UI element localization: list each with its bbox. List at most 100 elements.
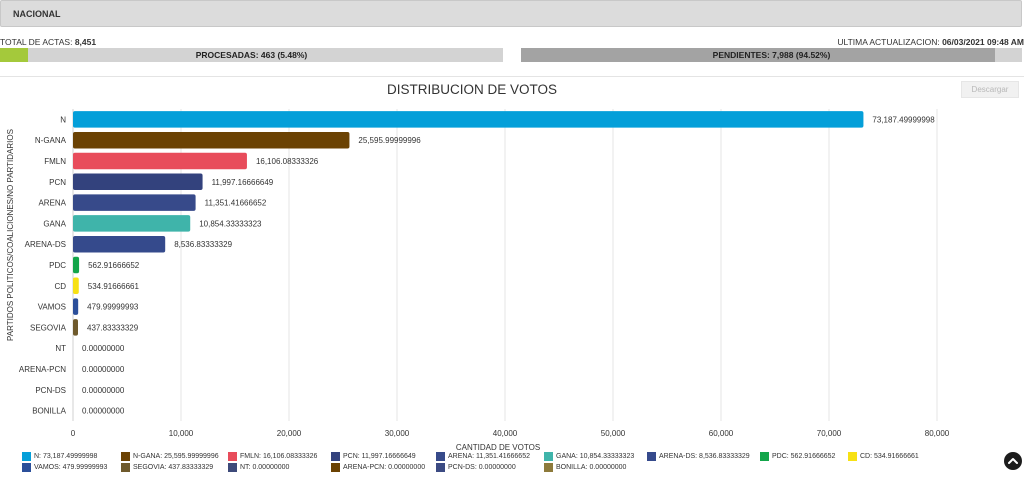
legend-swatch	[544, 463, 553, 472]
legend-swatch	[228, 452, 237, 461]
legend-label: PCN: 11,997.16666649	[343, 453, 416, 460]
data-label: 8,536.83333329	[174, 240, 232, 249]
last-update: ULTIMA ACTUALIZACION: 06/03/2021 09:48 A…	[837, 37, 1024, 47]
legend-swatch	[544, 452, 553, 461]
legend-label: VAMOS: 479.99999993	[34, 464, 108, 471]
legend-label: GANA: 10,854.33333323	[556, 453, 635, 460]
y-tick-label: NT	[55, 344, 66, 353]
chevron-up-icon	[1008, 458, 1018, 464]
y-tick-label: ARENA-PCN	[19, 365, 66, 374]
bar	[73, 215, 191, 232]
chart-legend: N: 73,187.49999998 N-GANA: 25,595.9999999…	[22, 452, 982, 476]
x-axis-label: CANTIDAD DE VOTOS	[456, 443, 540, 452]
data-label: 16,106.08333326	[256, 157, 319, 166]
y-tick-label: BONILLA	[32, 407, 66, 416]
y-tick-label: N	[60, 115, 66, 124]
data-label: 437.83333329	[87, 323, 139, 332]
y-tick-label: CD	[54, 282, 66, 291]
y-tick-label: VAMOS	[38, 303, 66, 312]
legend-swatch	[121, 463, 130, 472]
legend-swatch	[436, 463, 445, 472]
legend-swatch	[331, 463, 340, 472]
legend-label: N: 73,187.49999998	[34, 453, 98, 460]
legend-label: PDC: 562.91666652	[772, 453, 836, 460]
bar	[73, 319, 78, 336]
total-actas-value: 8,451	[74, 37, 97, 47]
x-tick-label: 10,000	[169, 429, 194, 438]
data-label: 73,187.49999998	[872, 115, 935, 124]
y-tick-label: PCN	[49, 178, 66, 187]
x-tick-label: 60,000	[709, 429, 734, 438]
last-update-value: 06/03/2021 09:48 AM	[942, 37, 1024, 47]
bar	[73, 235, 166, 253]
x-tick-label: 20,000	[277, 429, 302, 438]
data-label: 0.00000000	[82, 407, 125, 416]
procesadas-progress-fill	[0, 48, 28, 62]
scroll-to-top-button[interactable]	[1004, 452, 1022, 470]
y-tick-label: ARENA-DS	[25, 240, 66, 249]
data-label: 0.00000000	[82, 386, 125, 395]
bar	[73, 152, 247, 170]
bar	[73, 298, 79, 315]
legend-label: ARENA-PCN: 0.00000000	[343, 464, 426, 471]
legend-swatch	[22, 463, 31, 472]
legend-label: NT: 0.00000000	[240, 464, 290, 471]
x-tick-label: 70,000	[817, 429, 842, 438]
bar	[73, 256, 80, 274]
region-header: NACIONAL	[0, 0, 1022, 27]
legend-label: BONILLA: 0.00000000	[556, 464, 627, 471]
y-tick-label: ARENA	[38, 199, 66, 208]
pendientes-progress-bar: PENDIENTES: 7,988 (94.52%)	[521, 48, 1022, 62]
legend-swatch	[228, 463, 237, 472]
legend-swatch	[760, 452, 769, 461]
bar	[73, 131, 350, 149]
total-actas: TOTAL DE ACTAS: 8,451	[0, 37, 96, 47]
download-button[interactable]: Descargar	[961, 81, 1019, 98]
region-title: NACIONAL	[13, 9, 61, 19]
legend-label: ARENA-DS: 8,536.83333329	[659, 453, 750, 460]
legend-swatch	[22, 452, 31, 461]
y-tick-label: N-GANA	[35, 136, 67, 145]
x-tick-label: 0	[71, 429, 76, 438]
legend-label: FMLN: 16,106.08333326	[240, 453, 318, 460]
pendientes-progress-fill	[521, 48, 995, 62]
legend-label: PCN-DS: 0.00000000	[448, 464, 516, 471]
legend-label: SEGOVIA: 437.83333329	[133, 464, 214, 471]
y-tick-label: SEGOVIA	[30, 323, 67, 332]
bar	[73, 277, 79, 295]
y-tick-label: PDC	[49, 261, 66, 270]
bar	[73, 194, 196, 211]
chart-title: DISTRIBUCION DE VOTOS	[386, 82, 558, 97]
y-tick-label: GANA	[43, 219, 66, 228]
x-tick-label: 30,000	[385, 429, 410, 438]
legend-swatch	[436, 452, 445, 461]
total-actas-label: TOTAL DE ACTAS:	[0, 37, 73, 47]
pendientes-label: PENDIENTES: 7,988 (94.52%)	[712, 50, 831, 60]
last-update-label: ULTIMA ACTUALIZACION:	[837, 37, 940, 47]
actas-summary: TOTAL DE ACTAS: 8,451 ULTIMA ACTUALIZACI…	[0, 37, 1024, 49]
data-label: 10,854.33333323	[199, 219, 262, 228]
section-divider	[0, 76, 1024, 77]
legend-swatch	[121, 452, 130, 461]
data-label: 562.91666652	[88, 261, 140, 270]
data-label: 25,595.99999996	[358, 136, 421, 145]
legend-label: CD: 534.91666661	[860, 453, 919, 460]
bar	[73, 111, 864, 128]
x-tick-label: 40,000	[493, 429, 518, 438]
data-label: 0.00000000	[82, 365, 125, 374]
vote-distribution-chart: 0 10,000 20,000 30,000 40,000 50,000 60,000 70,…	[6, 109, 950, 452]
bar	[73, 173, 203, 191]
data-label: 11,351.41666652	[205, 199, 267, 208]
data-label: 11,997.16666649	[212, 178, 274, 187]
procesadas-progress-bar: PROCESADAS: 463 (5.48%)	[0, 48, 503, 62]
x-tick-label: 80,000	[925, 429, 950, 438]
data-label: 479.99999993	[87, 303, 139, 312]
legend-swatch	[647, 452, 656, 461]
y-axis-label: PARTIDOS POLITICOS/COALICIONES/NO PARTID…	[6, 129, 15, 341]
y-tick-label: FMLN	[44, 157, 66, 166]
procesadas-label: PROCESADAS: 463 (5.48%)	[195, 50, 308, 60]
legend-swatch	[331, 452, 340, 461]
data-label: 534.91666661	[88, 282, 140, 291]
legend-swatch	[848, 452, 857, 461]
y-tick-label: PCN-DS	[35, 386, 66, 395]
